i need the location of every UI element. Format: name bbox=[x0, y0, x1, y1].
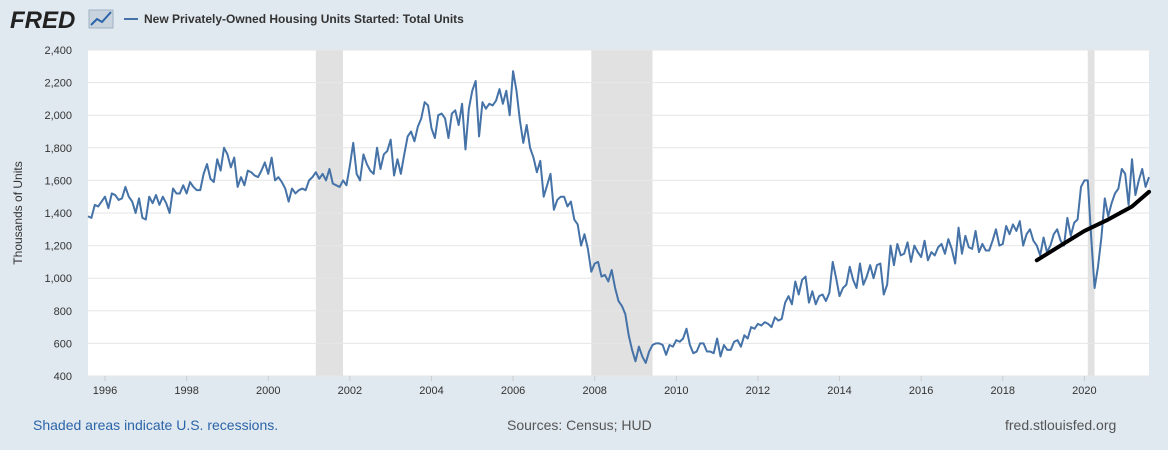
y-tick-label: 1,800 bbox=[44, 143, 72, 155]
trend-annotation-line bbox=[1034, 189, 1151, 263]
y-tick-label: 1,600 bbox=[44, 175, 72, 187]
x-tick-label: 2006 bbox=[501, 385, 525, 397]
logo-chart-icon bbox=[88, 9, 114, 29]
legend-label: New Privately-Owned Housing Units Starte… bbox=[144, 12, 464, 26]
x-tick-label: 2010 bbox=[664, 385, 688, 397]
x-tick-label: 2008 bbox=[582, 385, 606, 397]
y-axis-title: Thousands of Units bbox=[11, 161, 25, 264]
x-tick-label: 2002 bbox=[338, 385, 362, 397]
x-tick-label: 1996 bbox=[93, 385, 117, 397]
y-tick-label: 2,200 bbox=[44, 78, 72, 90]
x-axis-ticks: 1996 1998 2000 2002 2004 2006 2008 2010 2012 2014… bbox=[93, 376, 1097, 397]
y-tick-label: 1,400 bbox=[44, 208, 72, 220]
legend: New Privately-Owned Housing Units Starte… bbox=[124, 12, 464, 26]
sources-text: Sources: Census; HUD bbox=[507, 417, 652, 433]
y-axis-ticks: 400 600 800 1,000 1,200 1,400 1,600 1,800 2,000 2… bbox=[44, 45, 72, 383]
recession-note-link[interactable]: Shaded areas indicate U.S. recessions. bbox=[33, 417, 279, 433]
x-tick-label: 2016 bbox=[909, 385, 933, 397]
y-tick-label: 600 bbox=[54, 338, 72, 350]
y-tick-label: 1,000 bbox=[44, 273, 72, 285]
series-layer bbox=[87, 70, 1150, 364]
site-link[interactable]: fred.stlouisfed.org bbox=[1005, 417, 1117, 433]
y-tick-label: 800 bbox=[54, 306, 72, 318]
y-tick-label: 2,400 bbox=[44, 45, 72, 57]
x-tick-label: 2018 bbox=[991, 385, 1015, 397]
logo-text: FRED bbox=[10, 7, 75, 34]
y-tick-label: 2,000 bbox=[44, 110, 72, 122]
fred-logo[interactable]: FRED bbox=[10, 7, 114, 34]
x-tick-label: 2020 bbox=[1072, 385, 1096, 397]
x-tick-label: 2012 bbox=[746, 385, 770, 397]
x-tick-label: 2004 bbox=[419, 385, 443, 397]
series-line bbox=[87, 70, 1150, 364]
x-tick-label: 2014 bbox=[827, 385, 851, 397]
annotation-layer bbox=[1034, 189, 1151, 263]
x-tick-label: 1998 bbox=[174, 385, 198, 397]
y-tick-label: 1,200 bbox=[44, 241, 72, 253]
y-tick-label: 400 bbox=[54, 371, 72, 383]
x-tick-label: 2000 bbox=[256, 385, 280, 397]
